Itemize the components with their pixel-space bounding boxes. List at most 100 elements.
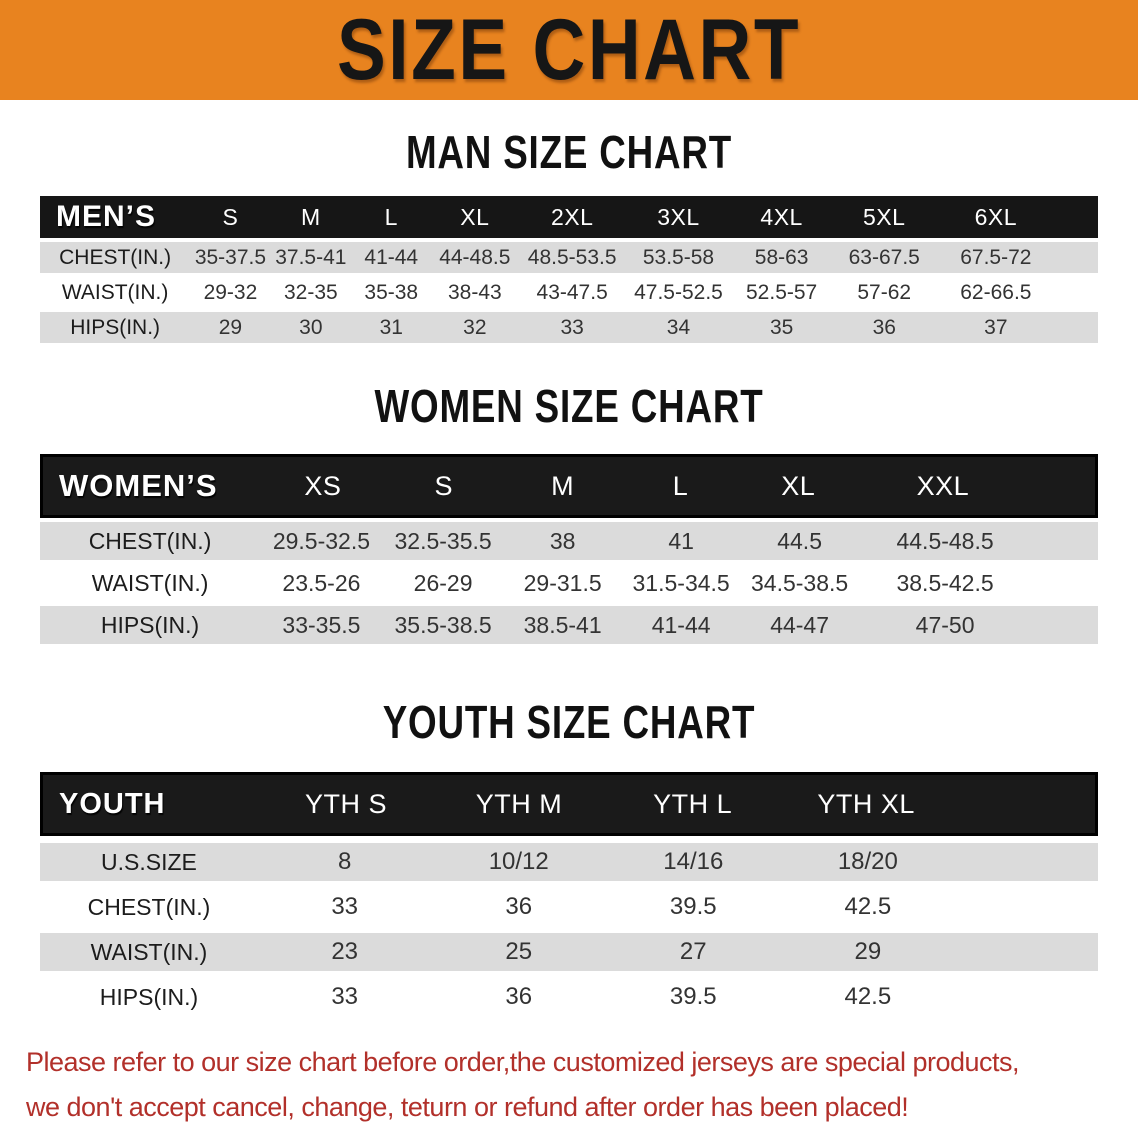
disclaimer-line-1: Please refer to our size chart before or… <box>26 1047 1020 1077</box>
row-label: HIPS(IN.) <box>100 611 200 638</box>
column-header: YTH S <box>304 788 387 819</box>
data-cell: 35-38 <box>364 280 419 304</box>
data-cell: 44-48.5 <box>439 245 511 269</box>
data-cell: 14/16 <box>663 848 724 875</box>
womens-size-table: WOMEN’S XS S M L XL XXL CHEST(IN.) 29.5-32.5 32.5… <box>40 454 1098 644</box>
data-cell: 58-63 <box>754 245 809 269</box>
data-cell: 38.5-42.5 <box>896 569 994 596</box>
data-cell: 36 <box>505 893 533 920</box>
youth-size-table: YOUTH YTH S YTH M YTH L YTH XL U.S.SIZE 8 10/12… <box>40 772 1098 1016</box>
table-row: CHEST(IN.) 33 36 39.5 42.5 <box>40 888 1098 926</box>
data-cell: 34 <box>666 315 691 339</box>
data-cell: 32-35 <box>283 280 338 304</box>
table-row: HIPS(IN.) 33 36 39.5 42.5 <box>40 978 1098 1016</box>
table-corner-label: YOUTH <box>59 787 166 820</box>
banner: SIZE CHART <box>0 0 1138 100</box>
column-header: 4XL <box>760 203 803 230</box>
data-cell: 39.5 <box>669 983 717 1010</box>
column-header: YTH XL <box>817 788 915 819</box>
filler-cell <box>955 888 1098 926</box>
column-header: XXL <box>916 470 970 501</box>
filler-cell <box>1056 242 1098 273</box>
data-cell: 48.5-53.5 <box>527 245 617 269</box>
table-header-row: MEN’S S M L XL 2XL 3XL 4XL 5XL 6XL <box>40 196 1098 238</box>
data-cell: 44.5-48.5 <box>896 527 994 554</box>
data-cell: 43-47.5 <box>536 280 608 304</box>
data-cell: 67.5-72 <box>960 245 1032 269</box>
column-header: 6XL <box>974 203 1018 230</box>
data-cell: 53.5-58 <box>642 245 715 269</box>
column-header: YTH L <box>653 788 733 819</box>
row-label: U.S.SIZE <box>101 848 197 875</box>
data-cell: 62-66.5 <box>960 280 1032 304</box>
data-cell: 29.5-32.5 <box>272 527 371 554</box>
column-header: S <box>434 470 454 501</box>
data-cell: 8 <box>338 848 352 875</box>
data-cell: 23.5-26 <box>282 569 361 596</box>
data-cell: 38.5-41 <box>523 611 602 638</box>
data-cell: 29-32 <box>203 280 258 304</box>
row-label: HIPS(IN.) <box>70 315 161 339</box>
data-cell: 42.5 <box>844 893 892 920</box>
youth-size-chart-heading: YOUTH SIZE CHART <box>382 696 756 748</box>
data-cell: 29 <box>854 938 882 965</box>
column-header: 5XL <box>863 203 906 230</box>
data-cell: 35 <box>769 315 794 339</box>
disclaimer-line-2: we don't accept cancel, change, teturn o… <box>26 1092 909 1122</box>
filler-cell <box>955 933 1098 971</box>
data-cell: 38-43 <box>447 280 502 304</box>
table-row: WAIST(IN.) 23 25 27 29 <box>40 933 1098 971</box>
row-label: WAIST(IN.) <box>61 280 169 304</box>
section-man: MAN SIZE CHART MEN’S S M L XL 2XL 3XL 4XL 5XL 6XL… <box>0 129 1138 343</box>
data-cell: 37 <box>984 315 1008 339</box>
filler-cell <box>1056 312 1098 343</box>
data-cell: 36 <box>505 983 533 1010</box>
table-row: WAIST(IN.) 23.5-26 26-29 29-31.5 31.5-34.5 34… <box>40 564 1098 602</box>
data-cell: 33 <box>331 893 359 920</box>
row-label: WAIST(IN.) <box>90 938 208 965</box>
column-header: 3XL <box>657 203 700 230</box>
data-cell: 44.5 <box>777 527 822 554</box>
data-cell: 29-31.5 <box>523 569 602 596</box>
disclaimer: Please refer to our size chart before or… <box>0 1040 1138 1130</box>
data-cell: 57-62 <box>857 280 912 304</box>
data-cell: 27 <box>679 938 707 965</box>
table-row: WAIST(IN.) 29-32 32-35 35-38 38-43 43-47.5 47.… <box>40 277 1098 308</box>
data-cell: 35.5-38.5 <box>394 611 492 638</box>
row-label: HIPS(IN.) <box>99 983 199 1010</box>
table-row: U.S.SIZE 8 10/12 14/16 18/20 <box>40 843 1098 881</box>
column-header: M <box>301 203 321 230</box>
page-title: SIZE CHART <box>336 2 802 98</box>
data-cell: 18/20 <box>837 848 898 875</box>
section-women: WOMEN SIZE CHART WOMEN’S XS S M L XL XXL CHEST(… <box>0 383 1138 644</box>
man-size-chart-heading: MAN SIZE CHART <box>405 126 733 178</box>
table-row: CHEST(IN.) 29.5-32.5 32.5-35.5 38 41 44.5 44.5… <box>40 522 1098 560</box>
data-cell: 42.5 <box>844 983 892 1010</box>
data-cell: 44-47 <box>770 611 830 638</box>
row-label: WAIST(IN.) <box>91 569 209 596</box>
data-cell: 39.5 <box>669 893 717 920</box>
column-header: 2XL <box>550 203 594 230</box>
data-cell: 23 <box>331 938 359 965</box>
data-cell: 35-37.5 <box>194 245 267 269</box>
column-header: L <box>384 203 398 230</box>
data-cell: 37.5-41 <box>275 245 347 269</box>
column-header: XL <box>781 470 816 501</box>
women-size-chart-heading: WOMEN SIZE CHART <box>374 380 764 432</box>
data-cell: 32.5-35.5 <box>394 527 492 554</box>
data-cell: 34.5-38.5 <box>751 569 849 596</box>
filler-cell <box>955 843 1098 881</box>
row-label: CHEST(IN.) <box>88 527 212 554</box>
data-cell: 31.5-34.5 <box>632 569 730 596</box>
table-corner-label: MEN’S <box>56 200 157 233</box>
data-cell: 31 <box>379 315 403 339</box>
mens-size-table: MEN’S S M L XL 2XL 3XL 4XL 5XL 6XL CHEST(IN.) 35-37… <box>40 196 1098 343</box>
column-header: M <box>551 470 575 501</box>
column-header: YTH M <box>475 788 563 819</box>
row-label: CHEST(IN.) <box>87 893 211 920</box>
column-header: L <box>672 470 689 501</box>
table-row: HIPS(IN.) 29 30 31 32 33 34 35 36 37 <box>40 312 1098 343</box>
filler-cell <box>955 978 1098 1016</box>
filler-cell <box>1056 277 1098 308</box>
